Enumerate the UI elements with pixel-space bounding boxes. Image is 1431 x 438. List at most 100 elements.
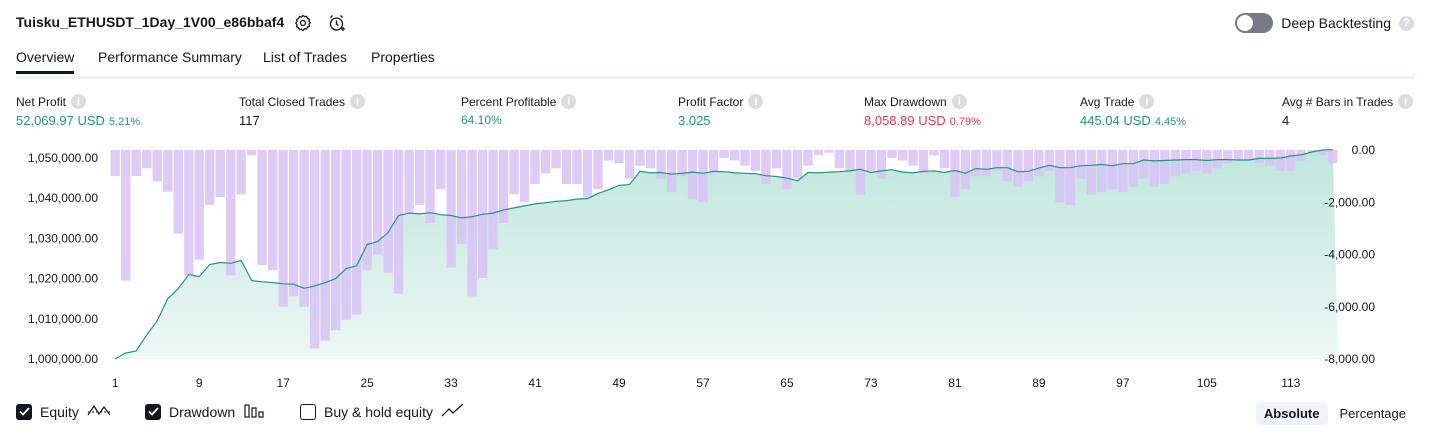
- equity-drawdown-chart[interactable]: 1,050,000.00 1,040,000.00 1,030,000.00 1,02…: [0, 140, 1431, 395]
- drawdown-bar: [404, 150, 414, 213]
- help-icon[interactable]: ?: [1399, 15, 1414, 31]
- legend-buy-hold[interactable]: Buy & hold equity: [300, 402, 465, 421]
- tab-overview[interactable]: Overview: [16, 49, 75, 74]
- drawdown-bar: [1275, 150, 1285, 171]
- drawdown-bar: [1317, 150, 1327, 156]
- stat-value: 52,069.97 USD: [16, 113, 105, 128]
- drawdown-bar: [582, 150, 593, 197]
- x-axis-tick: 73: [864, 376, 878, 390]
- tab-list-of-trades[interactable]: List of Trades: [263, 49, 348, 65]
- legend-equity[interactable]: Equity: [16, 402, 111, 421]
- drawdown-checkbox[interactable]: [145, 403, 161, 420]
- drawdown-bar: [152, 150, 162, 182]
- drawdown-bar: [593, 150, 603, 190]
- drawdown-bar: [457, 150, 467, 244]
- drawdown-bar: [729, 150, 740, 161]
- drawdown-bar: [624, 150, 635, 179]
- drawdown-bar: [1055, 150, 1065, 203]
- drawdown-bar: [551, 150, 561, 169]
- drawdown-bar: [971, 150, 981, 177]
- absolute-button[interactable]: Absolute: [1255, 402, 1328, 425]
- trend-line-icon: [441, 402, 465, 421]
- drawdown-bar: [803, 150, 813, 166]
- x-axis-tick: 57: [696, 376, 710, 390]
- drawdown-bar: [908, 150, 918, 166]
- drawdown-bar: [866, 150, 876, 171]
- drawdown-bar: [331, 150, 341, 331]
- x-axis-tick: 97: [1116, 376, 1130, 390]
- drawdown-bar: [918, 150, 929, 174]
- drawdown-bar: [1065, 150, 1075, 205]
- drawdown-bar: [184, 150, 194, 276]
- drawdown-bar: [761, 150, 771, 184]
- x-axis-tick: 105: [1197, 376, 1217, 390]
- drawdown-bar: [299, 150, 309, 307]
- info-icon[interactable]: i: [748, 94, 764, 109]
- drawdown-bar: [929, 150, 939, 156]
- legend-label: Drawdown: [169, 403, 236, 420]
- strategy-title: Tuisku_ETHUSDT_1Day_1V00_e86bbaf4: [16, 14, 285, 30]
- drawdown-bar: [268, 150, 278, 271]
- deep-backtesting-label: Deep Backtesting: [1281, 15, 1391, 31]
- stat-value: 64.10%: [461, 113, 502, 127]
- drawdown-bar: [1181, 150, 1191, 174]
- deep-backtesting-toggle[interactable]: [1235, 13, 1274, 33]
- info-icon[interactable]: i: [350, 94, 366, 109]
- drawdown-bar: [467, 150, 477, 297]
- info-icon[interactable]: i: [1139, 94, 1155, 109]
- drawdown-bar: [509, 150, 519, 195]
- drawdown-bar: [1202, 150, 1212, 174]
- x-axis-tick: 25: [360, 376, 374, 390]
- drawdown-bar: [215, 150, 225, 197]
- x-axis-tick: 1: [112, 376, 119, 390]
- x-axis-tick: 17: [276, 376, 290, 390]
- gear-icon[interactable]: [292, 12, 314, 34]
- drawdown-bar: [1244, 150, 1254, 161]
- stat-percent-profitable: Percent Profitable i 64.10%: [461, 94, 577, 127]
- stat-value: 4: [1282, 113, 1290, 128]
- drawdown-bar: [845, 150, 855, 171]
- drawdown-bar: [1002, 150, 1012, 182]
- drawdown-bar: [415, 150, 425, 205]
- percentage-button[interactable]: Percentage: [1339, 406, 1407, 421]
- y-axis-right-tick: -2,000.00: [1324, 195, 1375, 209]
- drawdown-bar: [1023, 150, 1033, 182]
- buy-hold-checkbox[interactable]: [300, 403, 316, 420]
- drawdown-bar: [488, 150, 498, 250]
- equity-checkbox[interactable]: [16, 403, 32, 420]
- tab-performance-summary[interactable]: Performance Summary: [98, 49, 242, 65]
- info-icon[interactable]: i: [71, 94, 87, 109]
- tab-bar: Overview Performance Summary List of Tra…: [16, 46, 1415, 79]
- x-axis-tick: 89: [1032, 376, 1046, 390]
- info-icon[interactable]: i: [951, 94, 967, 109]
- alarm-clock-plus-icon[interactable]: [326, 12, 348, 34]
- stat-value: 8,058.89 USD: [864, 113, 946, 128]
- info-icon[interactable]: i: [561, 94, 577, 109]
- drawdown-bar: [121, 150, 131, 281]
- drawdown-bar: [320, 150, 330, 341]
- drawdown-bar: [771, 150, 782, 169]
- legend-drawdown[interactable]: Drawdown: [145, 402, 265, 421]
- drawdown-bar: [436, 150, 446, 190]
- drawdown-bar: [1149, 150, 1159, 187]
- stat-value: 445.04 USD: [1080, 113, 1151, 128]
- drawdown-bar: [572, 150, 582, 184]
- stat-net-profit: Net Profit i 52,069.97 USD 5.21%: [16, 94, 140, 128]
- stat-percent: 4.45%: [1154, 116, 1187, 128]
- y-axis-left-tick: 1,030,000.00: [28, 231, 98, 245]
- drawdown-bar: [530, 150, 540, 184]
- x-axis-tick: 41: [528, 376, 542, 390]
- info-icon[interactable]: i: [1398, 94, 1414, 109]
- stat-label: Net Profit: [16, 94, 67, 109]
- drawdown-bar: [352, 150, 362, 315]
- x-axis-tick: 33: [444, 376, 458, 390]
- y-axis-left-tick: 1,040,000.00: [28, 191, 98, 205]
- drawdown-bar: [1191, 150, 1201, 171]
- drawdown-bar: [142, 150, 152, 169]
- drawdown-bar: [666, 150, 677, 192]
- drawdown-bar: [939, 150, 950, 169]
- y-axis-left-tick: 1,050,000.00: [28, 151, 98, 165]
- drawdown-bar: [194, 150, 204, 260]
- x-axis-tick: 113: [1281, 376, 1300, 390]
- tab-properties[interactable]: Properties: [371, 49, 435, 65]
